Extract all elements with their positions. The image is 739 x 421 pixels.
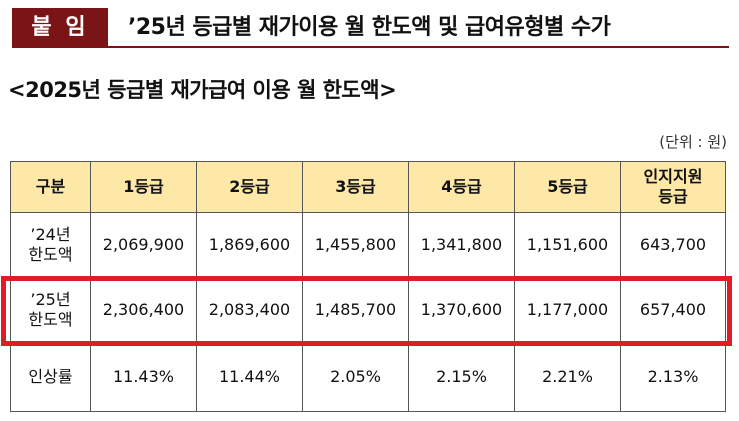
table-cell: 2,306,400 xyxy=(90,277,197,343)
column-header: 2등급 xyxy=(196,161,303,213)
table-cell: 1,485,700 xyxy=(302,277,409,343)
table-caption: <2025년 등급별 재가급여 이용 월 한도액> xyxy=(8,78,397,102)
column-header: 3등급 xyxy=(302,161,409,213)
document-title: ’25년 등급별 재가이용 월 한도액 및 급여유형별 수가 xyxy=(128,15,611,40)
table-cell: 11.44% xyxy=(196,342,303,412)
unit-note: (단위 : 원) xyxy=(659,133,727,151)
column-header: 1등급 xyxy=(90,161,197,213)
table-cell: 1,869,600 xyxy=(196,212,303,278)
row-label: ’24년 한도액 xyxy=(10,212,91,278)
document-header: 붙 임 ’25년 등급별 재가이용 월 한도액 및 급여유형별 수가 xyxy=(12,8,729,48)
table-cell: 2,069,900 xyxy=(90,212,197,278)
table-cell: 11.43% xyxy=(90,342,197,412)
row-label-line: 한도액 xyxy=(28,310,73,329)
column-header: 4등급 xyxy=(408,161,515,213)
table-cell: 2.21% xyxy=(514,342,621,412)
row-label-line: ’24년 xyxy=(30,225,71,244)
table-row: 인상률 11.43% 11.44% 2.05% 2.15% 2.21% 2.13… xyxy=(10,342,726,412)
table-row: ’25년 한도액 2,306,400 2,083,400 1,485,700 1… xyxy=(10,277,726,343)
table-cell: 2,083,400 xyxy=(196,277,303,343)
table-cell: 1,177,000 xyxy=(514,277,621,343)
table-row: ’24년 한도액 2,069,900 1,869,600 1,455,800 1… xyxy=(10,212,726,278)
column-header-text: 인지지원 등급 xyxy=(643,167,703,206)
table-cell: 2.05% xyxy=(302,342,409,412)
column-header: 5등급 xyxy=(514,161,621,213)
table-cell: 2.13% xyxy=(620,342,726,412)
row-label-line: ’25년 xyxy=(30,290,71,309)
row-label-line: 한도액 xyxy=(28,245,73,264)
column-header: 구분 xyxy=(10,161,91,213)
table-cell: 643,700 xyxy=(620,212,726,278)
attachment-badge: 붙 임 xyxy=(12,8,108,48)
row-label: ’25년 한도액 xyxy=(10,277,91,343)
header-underline xyxy=(108,46,729,48)
limit-table: 구분 1등급 2등급 3등급 4등급 5등급 인지지원 등급 ’24년 한도액 … xyxy=(10,161,726,412)
table-cell: 1,455,800 xyxy=(302,212,409,278)
table-header-row: 구분 1등급 2등급 3등급 4등급 5등급 인지지원 등급 xyxy=(10,161,726,213)
table-cell: 1,370,600 xyxy=(408,277,515,343)
row-label: 인상률 xyxy=(10,342,91,412)
column-header: 인지지원 등급 xyxy=(620,161,726,213)
table-cell: 2.15% xyxy=(408,342,515,412)
table-cell: 657,400 xyxy=(620,277,726,343)
table-cell: 1,151,600 xyxy=(514,212,621,278)
table-cell: 1,341,800 xyxy=(408,212,515,278)
